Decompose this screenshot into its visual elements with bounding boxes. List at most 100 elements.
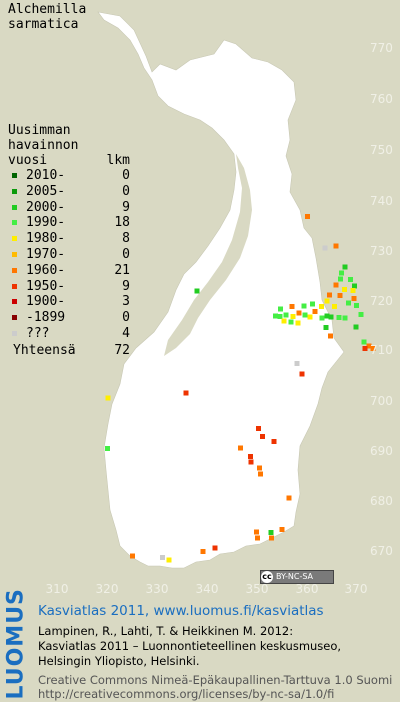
legend-period-label: 1980-	[26, 231, 66, 247]
legend-count: 0	[122, 183, 130, 199]
observation-square	[183, 390, 189, 396]
legend-count: 8	[122, 231, 130, 247]
y-tick-label: 730	[370, 244, 393, 258]
total-label: Yhteensä	[13, 342, 76, 358]
observation-square	[268, 530, 274, 535]
legend-period-label: 2005-	[26, 183, 66, 199]
observation-square	[370, 346, 376, 351]
observation-square	[352, 283, 357, 289]
observation-square	[283, 312, 289, 318]
observation-square	[295, 320, 301, 326]
legend-row: -1899 0	[8, 310, 138, 326]
observation-square	[324, 298, 330, 304]
observation-square	[289, 304, 295, 309]
observation-square	[336, 315, 342, 320]
legend-period-label: ???	[26, 325, 50, 341]
legend-header-2: havainnon	[8, 138, 79, 153]
legend-row: 2005- 0	[8, 184, 138, 200]
observation-square	[361, 339, 367, 345]
y-tick-label: 710	[370, 343, 393, 357]
legend-color-swatch	[12, 283, 17, 289]
observation-square	[312, 309, 318, 314]
legend-color-swatch	[12, 220, 17, 226]
x-tick-label: 340	[195, 582, 219, 596]
observation-square	[257, 465, 262, 471]
license-url-link[interactable]: http://creativecommons.org/licenses/by-n…	[38, 687, 335, 701]
species-name-line1: Alchemilla	[8, 2, 87, 17]
legend-total-row: Yhteensä 72	[8, 343, 138, 359]
legend-row: 2000- 9	[8, 200, 138, 216]
legend-row: 1960- 21	[8, 263, 138, 279]
y-tick-label: 740	[370, 194, 393, 208]
observation-square	[248, 459, 254, 465]
observation-square	[299, 371, 305, 377]
lapland-inlet	[164, 154, 252, 356]
observation-square	[160, 555, 165, 560]
observation-square	[332, 304, 337, 309]
observation-square	[353, 324, 359, 330]
legend-period-label: 2010-	[26, 168, 66, 183]
cc-license-badge[interactable]: cc BY-NC-SA	[260, 570, 334, 584]
legend-period-label: 2000-	[26, 199, 66, 215]
observation-square	[328, 314, 334, 320]
observation-square	[105, 446, 110, 451]
observation-square	[212, 545, 218, 551]
observation-square	[307, 314, 313, 320]
legend-row: 1970- 0	[8, 247, 138, 263]
legend-count: 0	[122, 246, 130, 262]
observation-square	[310, 301, 315, 307]
x-tick-label: 330	[145, 582, 169, 596]
y-tick-label: 700	[370, 394, 393, 408]
x-tick-label: 350	[245, 582, 269, 596]
observation-square	[337, 293, 343, 298]
observation-square	[248, 454, 253, 459]
observation-square	[327, 292, 332, 298]
observation-square	[194, 288, 200, 294]
cc-badge-text: BY-NC-SA	[276, 572, 314, 581]
observation-square	[130, 553, 135, 559]
legend-header-1: Uusimman	[8, 123, 71, 138]
observation-square	[238, 445, 243, 451]
observation-square	[348, 277, 353, 282]
observation-square	[271, 439, 277, 444]
y-tick-label: 750	[370, 143, 393, 157]
observation-square	[362, 346, 368, 351]
total-count: 72	[114, 342, 130, 358]
x-tick-label: 360	[295, 582, 319, 596]
observation-square	[324, 313, 330, 319]
legend-row: 1980- 8	[8, 231, 138, 247]
observation-square	[278, 306, 283, 312]
legend-period-label: 1990-	[26, 215, 66, 231]
legend-color-swatch	[12, 251, 17, 257]
observation-square	[333, 243, 339, 249]
y-tick-label: 670	[370, 544, 393, 558]
legend-color-swatch	[12, 173, 17, 178]
legend-count: 4	[122, 325, 130, 341]
observation-square	[339, 270, 344, 276]
legend: Uusimman havainnon vuosi lkm 2010- 0 2005-…	[8, 123, 138, 359]
x-tick-label: 320	[95, 582, 119, 596]
y-tick-label: 680	[370, 494, 393, 508]
species-name-line2: sarmatica	[8, 17, 79, 32]
y-tick-label: 690	[370, 444, 393, 458]
observation-markers	[105, 214, 376, 563]
observation-square	[254, 529, 259, 535]
legend-row: 1950- 9	[8, 279, 138, 295]
legend-count: 18	[114, 215, 130, 231]
observation-square	[279, 527, 285, 532]
observation-square	[260, 434, 265, 439]
observation-square	[366, 343, 372, 349]
observation-square	[342, 315, 348, 321]
observation-square	[319, 304, 324, 309]
observation-square	[333, 282, 339, 288]
legend-year-header: vuosi	[8, 153, 48, 168]
observation-square	[338, 276, 343, 282]
y-tick-label: 760	[370, 92, 393, 106]
observation-square	[255, 535, 260, 541]
observation-square	[342, 287, 347, 292]
legend-period-label: 1950-	[26, 278, 66, 294]
observation-square	[351, 296, 357, 301]
observation-square	[302, 312, 308, 318]
observation-square	[354, 303, 359, 308]
atlas-heading-link[interactable]: Kasviatlas 2011, www.luomus.fi/kasviatla…	[38, 603, 324, 619]
